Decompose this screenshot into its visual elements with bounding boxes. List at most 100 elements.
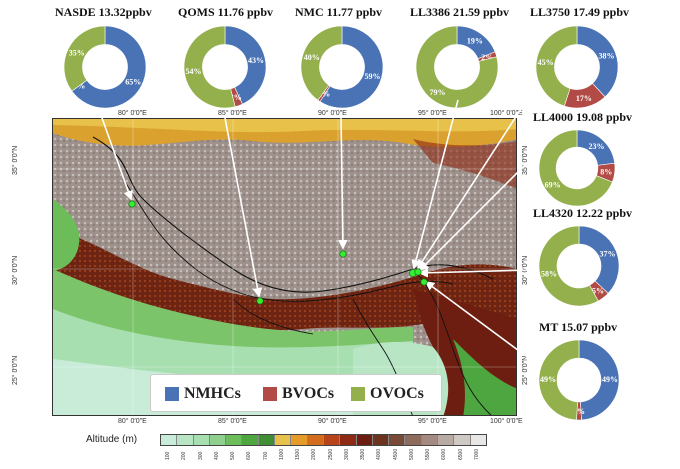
slice-label-ovoc: 49% bbox=[540, 375, 556, 384]
donut-chart: 38% 17% 45% bbox=[535, 25, 619, 109]
slice-nmhc bbox=[319, 25, 384, 109]
slice-ovoc bbox=[538, 339, 580, 421]
donut-title: LL4000 19.08 ppbv bbox=[533, 110, 633, 124]
colorbar-cell bbox=[193, 435, 210, 445]
slice-label-ovoc: 69% bbox=[545, 181, 561, 190]
colorbar-cell bbox=[405, 435, 422, 445]
slice-ovoc bbox=[183, 25, 236, 109]
donut-nasde: NASDE 13.32ppbv 65% 0% 35% bbox=[55, 0, 152, 109]
slice-label-bvoc: 17% bbox=[576, 94, 592, 103]
colorbar-cell bbox=[291, 435, 308, 445]
lon-label: 80° 0′0″E bbox=[118, 110, 147, 117]
slice-nmhc bbox=[578, 339, 620, 421]
colorbar-tick-label: 6500 bbox=[457, 448, 464, 460]
lon-label: 85° 0′0″E bbox=[218, 110, 247, 117]
slice-label-nmhc: 43% bbox=[248, 56, 264, 65]
donut-ll3386: LL3386 21.59 ppbv 19% 2% 79% bbox=[410, 0, 520, 109]
lon-label: 85° 0′0″E bbox=[218, 418, 247, 425]
legend-swatch-bvoc bbox=[263, 387, 277, 401]
colorbar-tick-label: 500 bbox=[230, 451, 237, 460]
donut-title: MT 15.07 ppbv bbox=[539, 320, 618, 334]
terrain-svg bbox=[53, 119, 516, 415]
donut-nmc: NMC 11.77 ppbv 59% 1% 40% bbox=[295, 0, 395, 109]
lon-label: 90° 0′0″E bbox=[318, 418, 347, 425]
donut-chart: 19% 2% 79% bbox=[415, 25, 499, 109]
lat-label: 25° 0′0″N bbox=[522, 355, 529, 385]
slice-label-bvoc: 3% bbox=[230, 93, 242, 102]
slice-ovoc bbox=[300, 25, 343, 101]
legend-item-bvoc: BVOCs bbox=[263, 385, 334, 403]
slice-label-nmhc: 59% bbox=[365, 72, 381, 81]
colorbar-cell bbox=[177, 435, 194, 445]
donut-title: NMC 11.77 ppbv bbox=[295, 5, 383, 19]
lat-label: 35° 0′0″N bbox=[522, 145, 529, 175]
donut-title: LL3386 21.59 ppbv bbox=[410, 5, 510, 19]
lat-label: 25° 0′0″N bbox=[12, 355, 19, 385]
colorbar-tick-label: 4000 bbox=[376, 448, 383, 460]
colorbar-title: Altitude (m) bbox=[86, 434, 138, 445]
colorbar-tick-label: 400 bbox=[213, 451, 220, 460]
slice-label-ovoc: 45% bbox=[538, 58, 554, 67]
donut-title: QOMS 11.76 ppbv bbox=[178, 5, 274, 19]
legend: NMHCs BVOCs OVOCs bbox=[150, 374, 442, 412]
slice-label-bvoc: 5% bbox=[592, 286, 604, 295]
donut-ll4320: LL4320 12.22 ppbv 37% 5% 58% bbox=[533, 206, 643, 310]
donut-title: NASDE 13.32ppbv bbox=[55, 5, 152, 19]
lon-label: 100° 0′0″E bbox=[490, 418, 523, 425]
legend-item-ovoc: OVOCs bbox=[351, 385, 424, 403]
lon-label: 95° 0′0″E bbox=[418, 110, 447, 117]
donut-ll4000: LL4000 19.08 ppbv 23% 8% 69% bbox=[533, 110, 643, 210]
slice-label-bvoc: 2% bbox=[481, 53, 493, 62]
legend-label: NMHCs bbox=[184, 385, 241, 402]
slice-label-bvoc: 2% bbox=[573, 407, 585, 416]
colorbar-cell bbox=[389, 435, 406, 445]
slice-nmhc bbox=[576, 25, 619, 98]
colorbar-cell bbox=[421, 435, 439, 445]
colorbar-tick-label: 3500 bbox=[360, 448, 367, 460]
slice-label-nmhc: 19% bbox=[467, 37, 483, 46]
legend-label: BVOCs bbox=[282, 385, 335, 402]
colorbar-tick-label: 1500 bbox=[295, 448, 302, 460]
colorbar-tick-label: 5500 bbox=[425, 448, 432, 460]
colorbar-tick-label: 2500 bbox=[327, 448, 334, 460]
slice-nmhc bbox=[578, 225, 620, 294]
lat-label: 30° 0′0″N bbox=[522, 255, 529, 285]
colorbar-tick-label: 2000 bbox=[311, 448, 318, 460]
colorbar-cell bbox=[307, 435, 324, 445]
colorbar-tick-label: 1000 bbox=[278, 448, 285, 460]
colorbar-cell bbox=[161, 435, 178, 445]
donut-chart: 49% 2% 49% bbox=[538, 339, 620, 421]
colorbar-tick-label: 300 bbox=[197, 451, 204, 460]
slice-nmhc bbox=[224, 25, 267, 105]
lon-label: 90° 0′0″E bbox=[318, 110, 347, 117]
donut-chart: 65% 0% 35% bbox=[63, 25, 147, 109]
slice-label-bvoc: 8% bbox=[600, 168, 612, 177]
donut-title: LL4320 12.22 ppbv bbox=[533, 206, 633, 220]
slice-nmhc bbox=[71, 25, 147, 109]
lat-label: 30° 0′0″N bbox=[12, 255, 19, 285]
slice-label-nmhc: 37% bbox=[599, 250, 615, 259]
lon-label: 95° 0′0″E bbox=[418, 418, 447, 425]
lon-label: 80° 0′0″E bbox=[118, 418, 147, 425]
colorbar-cell bbox=[275, 435, 292, 445]
slice-label-bvoc: 1% bbox=[318, 89, 330, 98]
donut-chart: 37% 5% 58% bbox=[538, 225, 620, 307]
colorbar-cell bbox=[470, 435, 486, 445]
colorbar-tick-label: 7000 bbox=[473, 448, 480, 460]
lon-label: 100° 0′0″E bbox=[490, 110, 523, 117]
colorbar-cell bbox=[340, 435, 357, 445]
donut-chart: 59% 1% 40% bbox=[300, 25, 384, 109]
colorbar-tick-label: 600 bbox=[246, 451, 253, 460]
donut-title: LL3750 17.49 ppbv bbox=[530, 5, 630, 19]
colorbar-cell bbox=[323, 435, 341, 445]
slice-ovoc bbox=[538, 129, 613, 207]
colorbar-cell bbox=[438, 435, 455, 445]
donut-chart: 43% 3% 54% bbox=[183, 25, 267, 109]
slice-label-nmhc: 49% bbox=[602, 375, 618, 384]
colorbar-tick-label: 200 bbox=[181, 451, 188, 460]
donut-ll3750: LL3750 17.49 ppbv 38% 17% 45% bbox=[530, 0, 640, 109]
colorbar-cell bbox=[226, 435, 243, 445]
slice-label-ovoc: 40% bbox=[304, 53, 320, 62]
colorbar-cell bbox=[242, 435, 259, 445]
colorbar-tick-label: 100 bbox=[165, 451, 172, 460]
